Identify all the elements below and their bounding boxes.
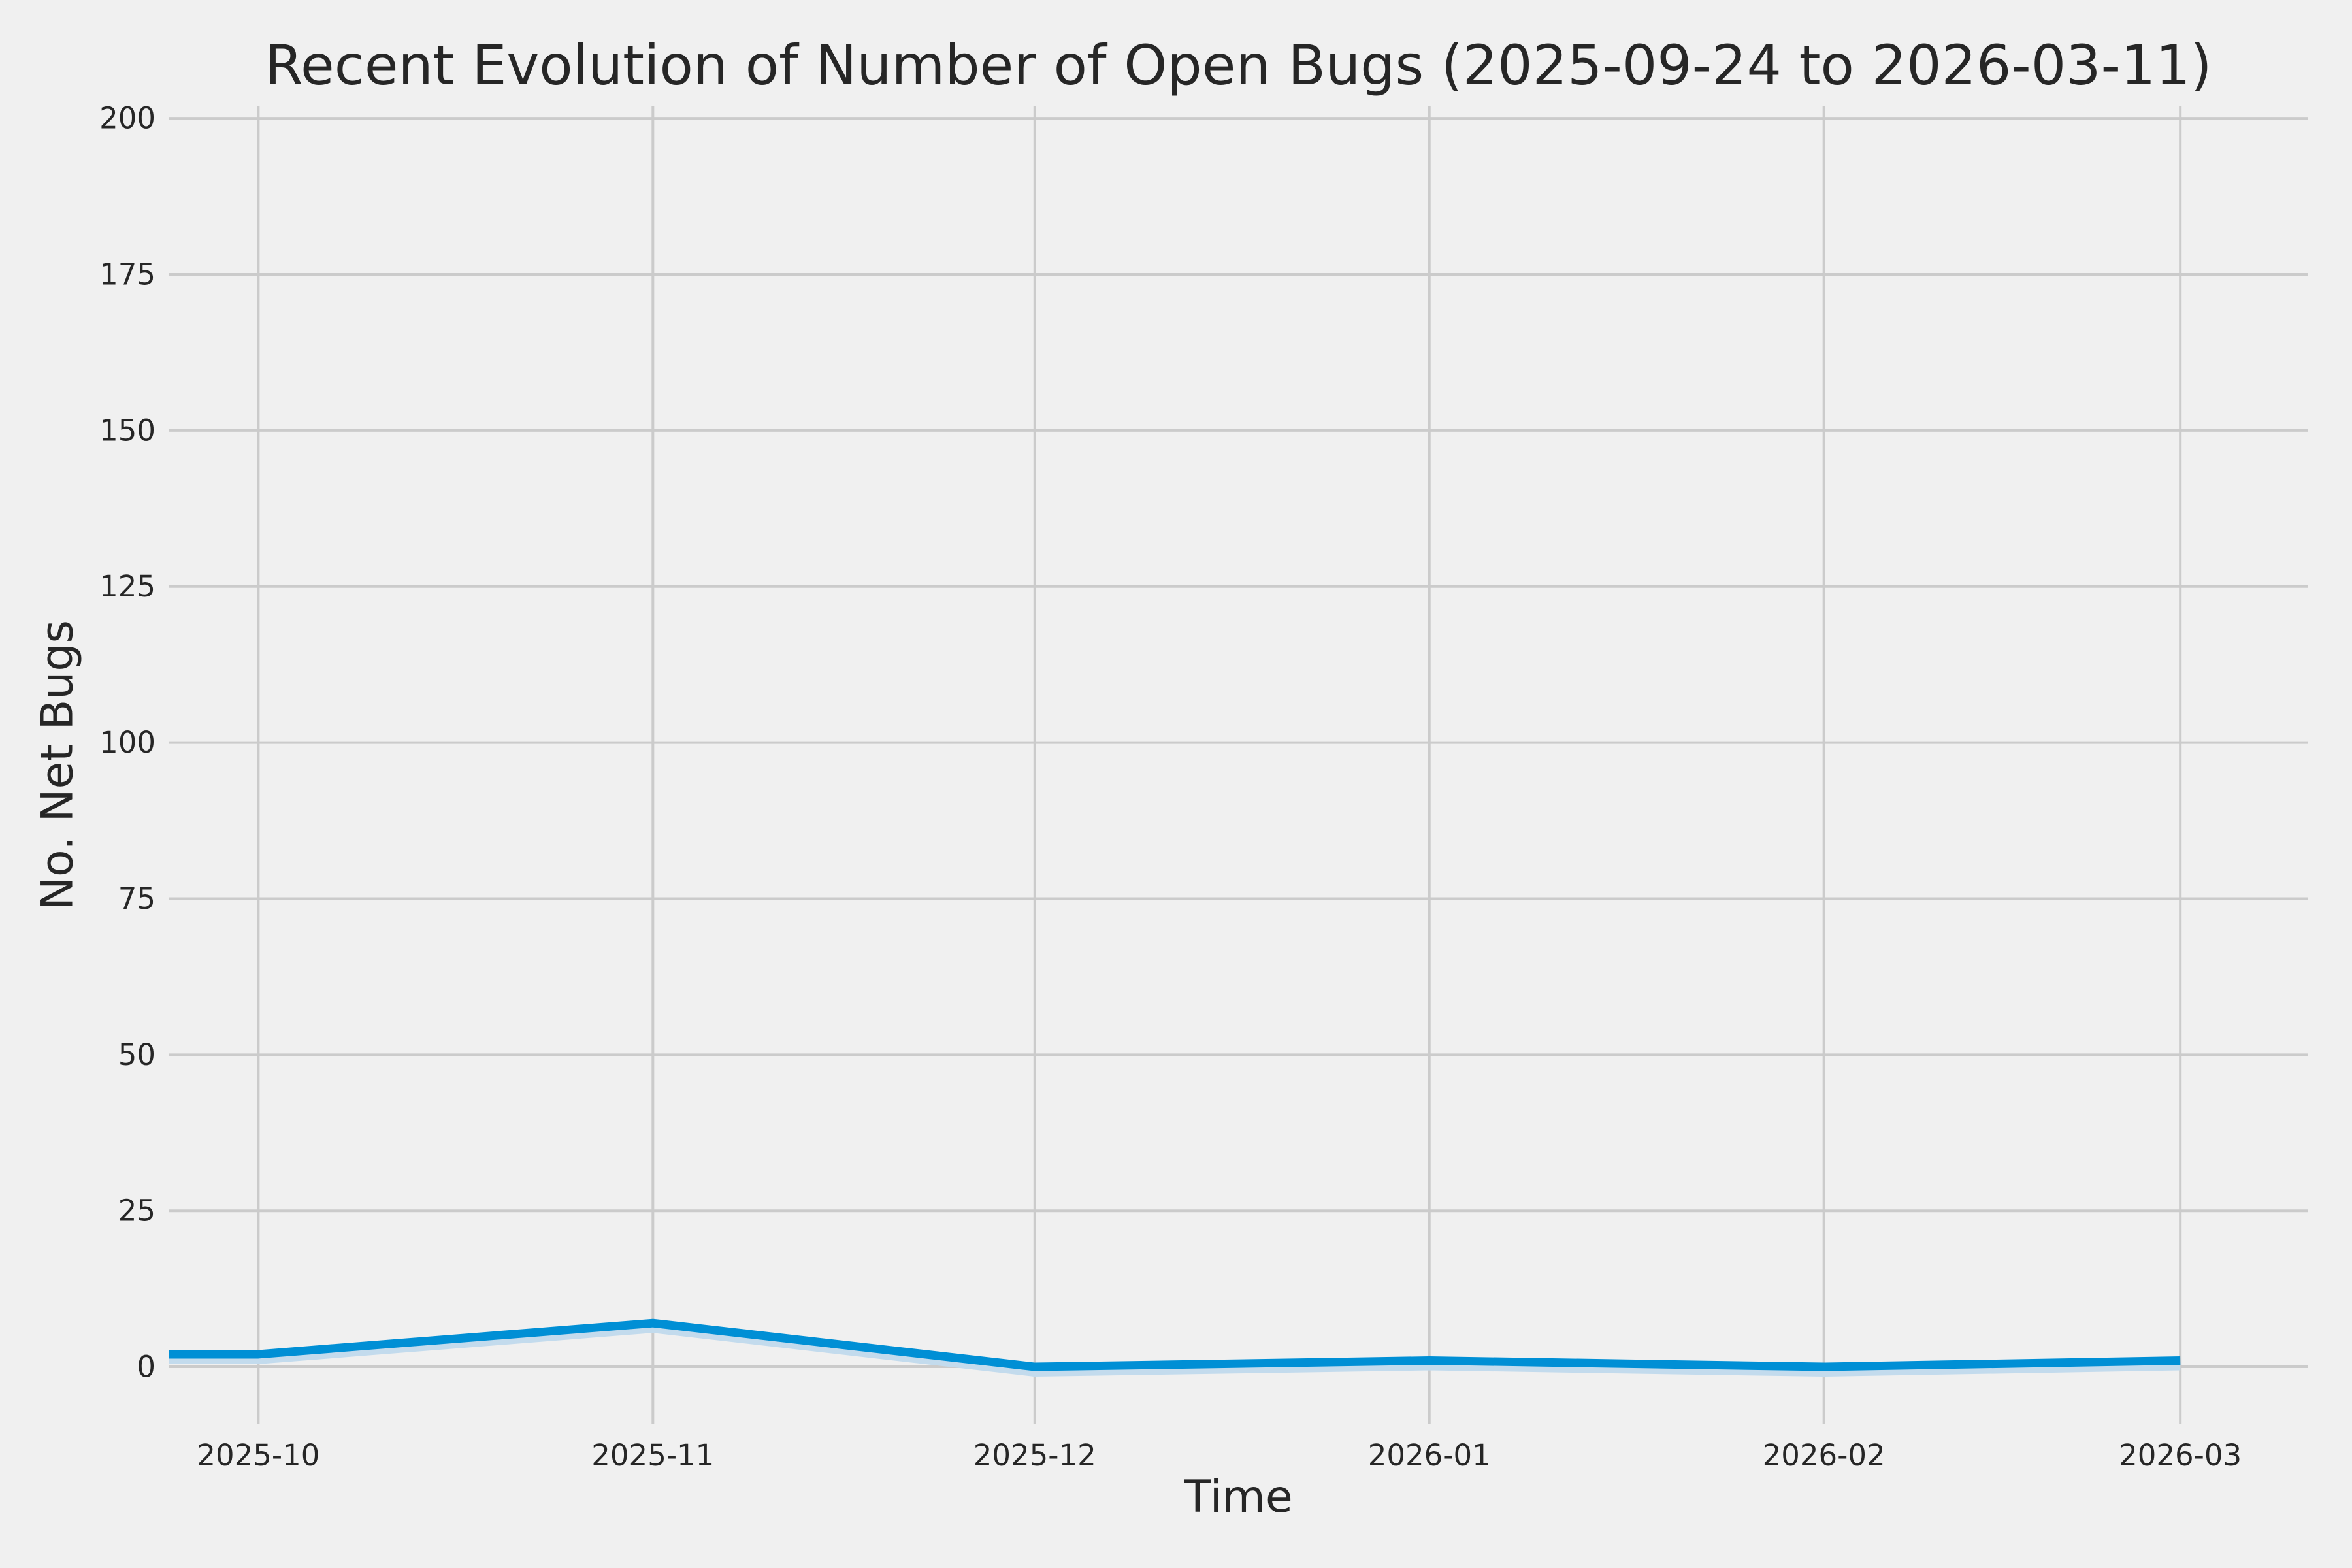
x-tick-label: 2026-01 <box>1368 1438 1491 1473</box>
x-tick-label: 2026-02 <box>1763 1438 1886 1473</box>
y-tick-label: 175 <box>99 257 155 292</box>
y-tick-label: 50 <box>118 1037 155 1072</box>
x-tick-label: 2026-03 <box>2119 1438 2242 1473</box>
series-line <box>169 1318 2181 1371</box>
y-tick-label: 150 <box>99 413 155 448</box>
y-tick-label: 200 <box>99 101 155 136</box>
y-tick-label: 75 <box>118 881 155 916</box>
series-line-shadow <box>169 1322 2181 1377</box>
y-tick-label: 25 <box>118 1194 155 1228</box>
y-tick-label: 0 <box>137 1350 155 1384</box>
y-tick-label: 100 <box>99 725 155 760</box>
x-axis-label: Time <box>1184 1471 1293 1523</box>
y-tick-label: 125 <box>99 569 155 604</box>
x-tick-label: 2025-11 <box>591 1438 714 1473</box>
x-tick-label: 2025-10 <box>197 1438 319 1473</box>
x-tick-label: 2025-12 <box>973 1438 1096 1473</box>
chart-title: Recent Evolution of Number of Open Bugs … <box>265 33 2212 97</box>
